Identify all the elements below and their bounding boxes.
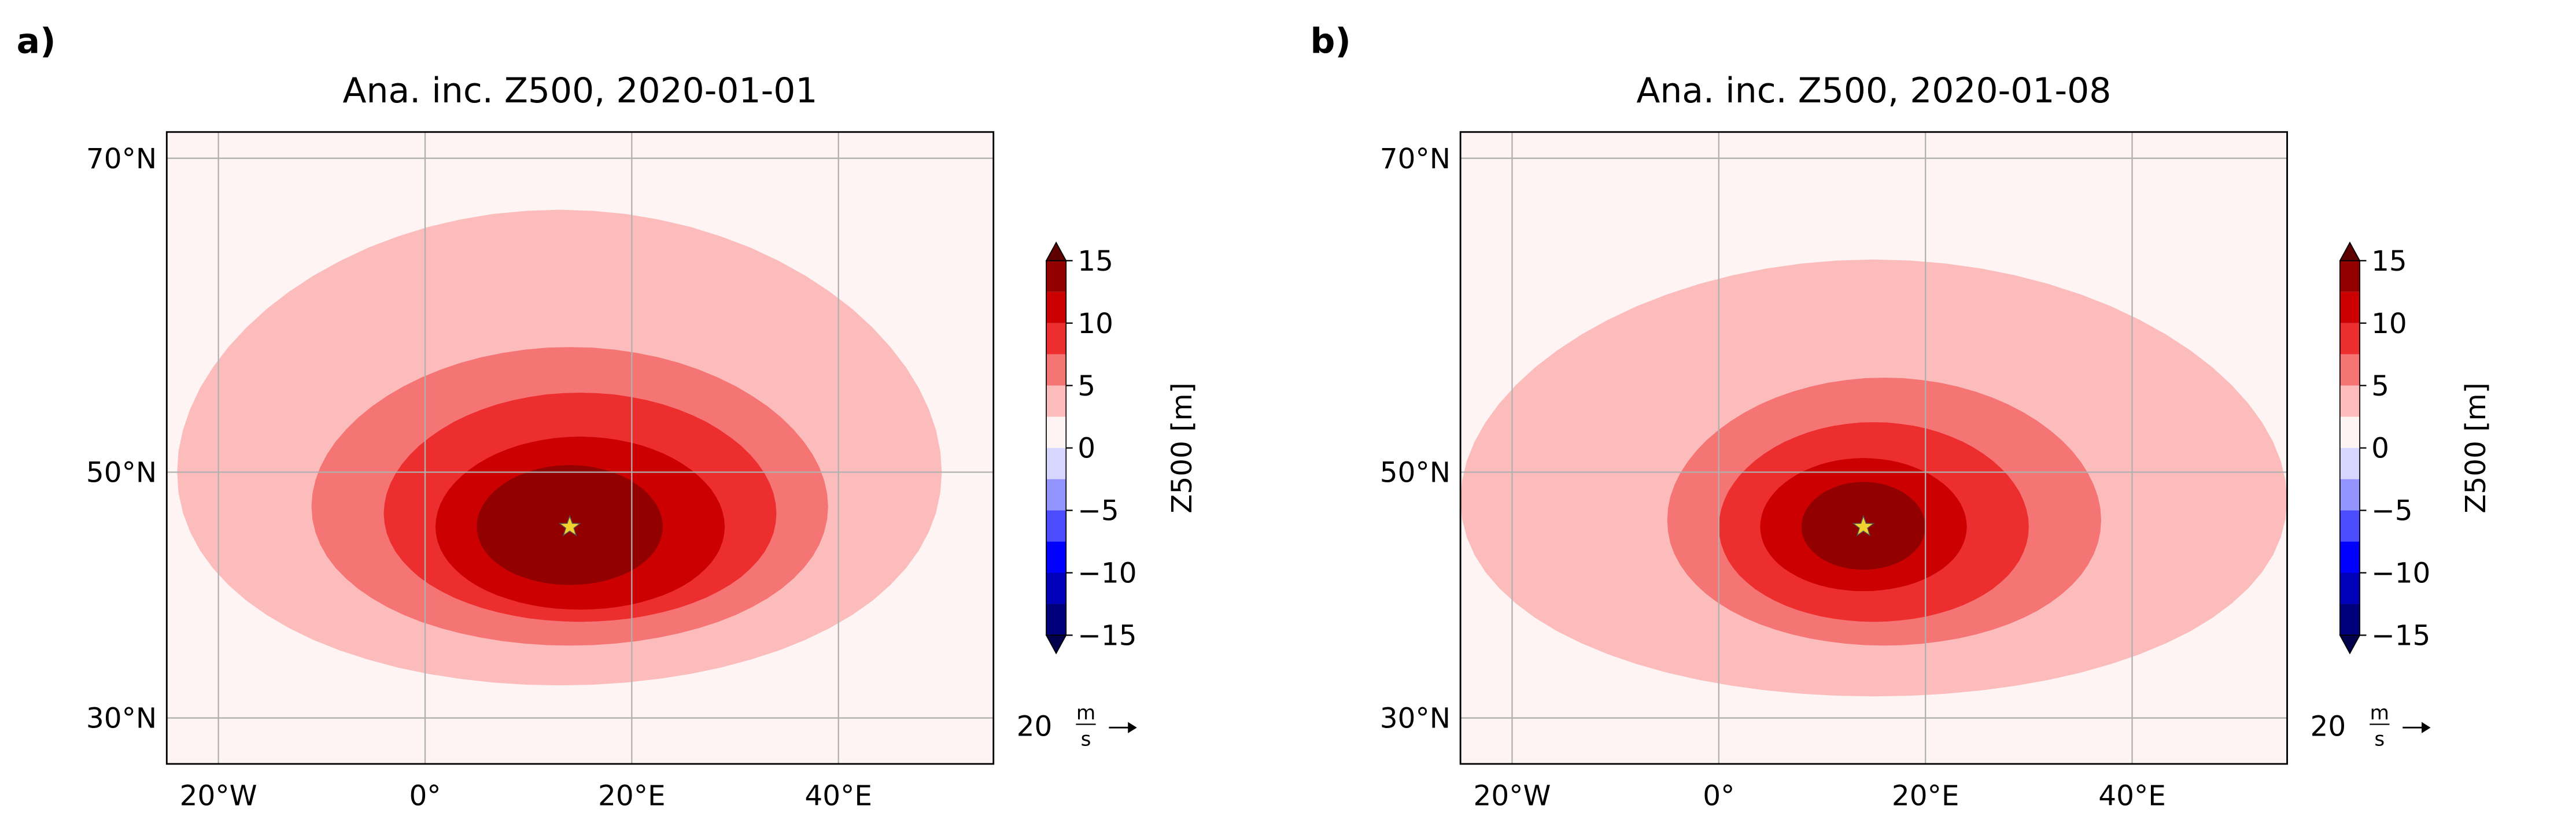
colorbar-extend	[2339, 634, 2361, 655]
y-tick-label: 70°N	[86, 143, 157, 175]
colorbar-tick-label: 5	[1077, 370, 1095, 402]
colorbar-tick-label: 10	[1077, 308, 1113, 340]
colorbar-segment	[2339, 510, 2360, 542]
colorbar-tick-label: 0	[2371, 433, 2389, 465]
contours	[1460, 132, 2287, 764]
colorbar-segment	[1046, 479, 1066, 511]
x-tick-label: 20°E	[598, 780, 666, 812]
colorbar-label: Z500 [m]	[1166, 382, 1198, 513]
colorbar-segment	[2339, 416, 2360, 448]
contours	[167, 132, 994, 764]
colorbar-tick-label: −5	[2371, 495, 2413, 527]
quiver-key-unit-num: m	[1076, 701, 1095, 725]
colorbar-segment	[2339, 291, 2360, 323]
quiver-key-unit-num: m	[2370, 701, 2389, 725]
quiver-key-unit-den: s	[1081, 728, 1091, 751]
colorbar-label: Z500 [m]	[2460, 382, 2492, 513]
y-tick-label: 70°N	[1380, 143, 1451, 175]
x-tick-label: 0°	[409, 780, 441, 812]
colorbar-tick-label: −10	[2371, 557, 2430, 590]
x-tick-label: 40°E	[804, 780, 872, 812]
colorbar-segment	[2339, 541, 2360, 573]
marker	[558, 515, 581, 537]
colorbar-segment	[2339, 385, 2360, 417]
colorbar-segment	[2339, 260, 2360, 292]
x-tick-label: 20°W	[1474, 780, 1551, 812]
colorbar-segment	[1046, 604, 1066, 636]
y-tick-label: 30°N	[86, 703, 157, 735]
x-tick-label: 20°W	[180, 780, 257, 812]
colorbar-segment	[1046, 572, 1066, 604]
y-tick-label: 30°N	[1380, 703, 1451, 735]
colorbar-segment	[1046, 541, 1066, 573]
panel-label: a)	[17, 21, 56, 61]
x-tick-label: 40°E	[2098, 780, 2166, 812]
quiver-key-arrow	[1109, 722, 1137, 733]
colorbar-tick-label: 15	[1077, 245, 1113, 278]
x-tick-label: 0°	[1703, 780, 1734, 812]
quiver-key-unit-den: s	[2374, 728, 2385, 751]
colorbar-segment	[1046, 385, 1066, 417]
colorbar-tick-label: −10	[1077, 557, 1136, 590]
colorbar-segment	[2339, 604, 2360, 636]
colorbar-segment	[1046, 291, 1066, 323]
y-tick-label: 50°N	[1380, 457, 1451, 489]
colorbar-segment	[1046, 323, 1066, 354]
colorbar-tick-label: 10	[2371, 308, 2407, 340]
colorbar-segment	[2339, 572, 2360, 604]
colorbar-tick-label: 15	[2371, 245, 2407, 278]
colorbar-segment	[1046, 416, 1066, 448]
colorbar-tick-label: 0	[1077, 433, 1095, 465]
colorbar-extend	[1045, 241, 1067, 261]
colorbar-extend	[2339, 241, 2361, 261]
chart-title: Ana. inc. Z500, 2020-01-08	[1636, 71, 2111, 111]
colorbar-segment	[1046, 260, 1066, 292]
colorbar-tick-label: −15	[1077, 620, 1136, 652]
map-frame	[165, 131, 995, 765]
x-tick-label: 20°E	[1892, 780, 1959, 812]
colorbar-segment	[2339, 323, 2360, 354]
colorbar-segment	[2339, 354, 2360, 386]
colorbar-segment	[1046, 510, 1066, 542]
colorbar-tick-label: 5	[2371, 370, 2389, 402]
panel-label: b)	[1311, 21, 1351, 61]
chart-title: Ana. inc. Z500, 2020-01-01	[343, 71, 818, 111]
quiver-key-value: 20	[2311, 710, 2346, 743]
colorbar-segment	[1046, 354, 1066, 386]
colorbar-tick-label: −5	[1077, 495, 1119, 527]
colorbar-segment	[1046, 448, 1066, 479]
panel: a) Ana. inc. Z500, 2020-01-01 20°W 0° 20°E 40…	[17, 21, 1198, 812]
panel: b) Ana. inc. Z500, 2020-01-08 20°W 0° 20°E 40…	[1311, 21, 2492, 812]
colorbar-segment	[2339, 448, 2360, 479]
map-frame	[1459, 131, 2288, 765]
marker	[1852, 515, 1875, 537]
quiver-key-value: 20	[1017, 710, 1053, 743]
y-tick-label: 50°N	[86, 457, 157, 489]
colorbar-tick-label: −15	[2371, 620, 2430, 652]
colorbar-segment	[2339, 479, 2360, 511]
colorbar-extend	[1045, 634, 1067, 655]
quiver-key-arrow	[2402, 722, 2431, 733]
